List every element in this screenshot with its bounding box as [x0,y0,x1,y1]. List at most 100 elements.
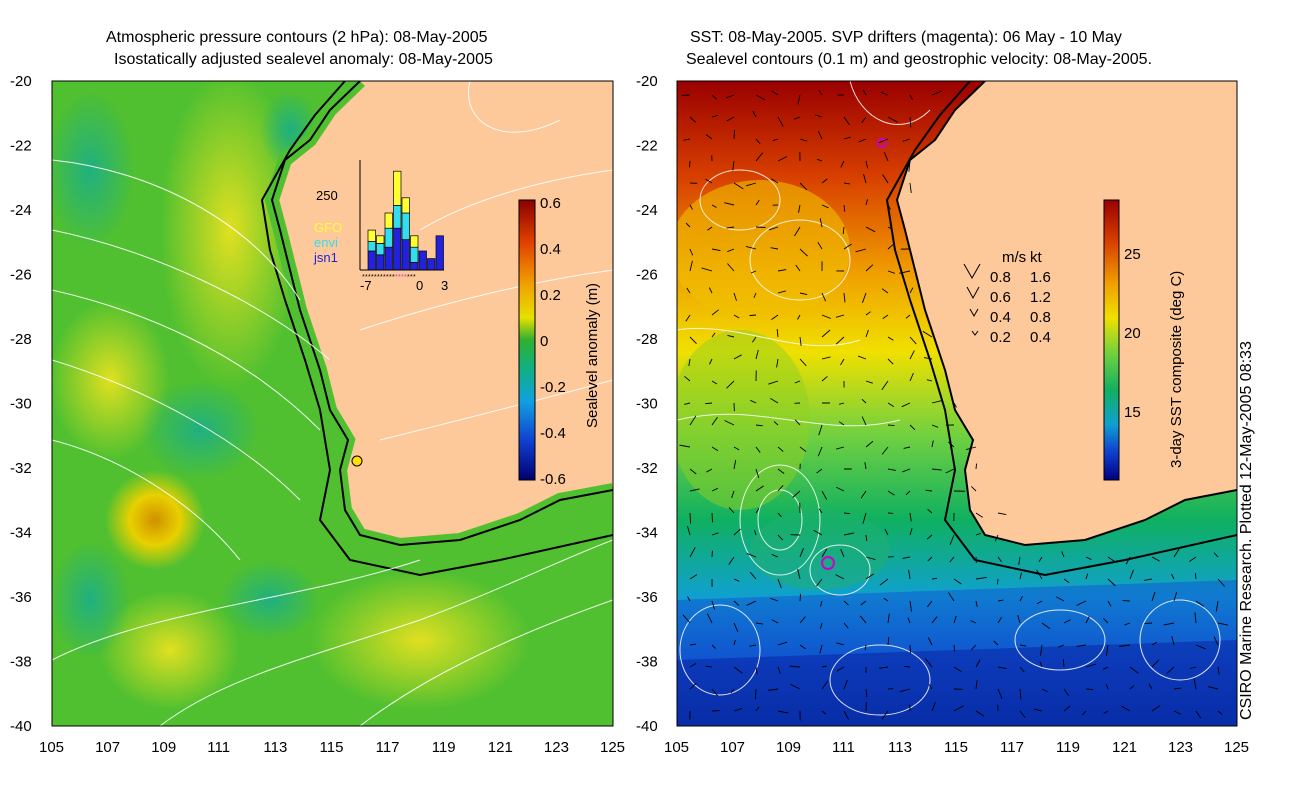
velocity-vector [883,152,889,162]
velocity-vector [887,226,893,231]
velocity-vector [975,710,985,717]
velocity-vector [1076,644,1087,647]
velocity-vector [899,270,911,274]
velocity-vector [1173,547,1181,558]
velocity-vector [1038,556,1043,562]
lon-tick-label: 115 [320,739,344,756]
velocity-vector [864,644,867,651]
lon-tick-label: 111 [207,739,230,756]
velocity-vector [887,402,895,407]
velocity-vector [881,380,889,391]
lat-tick-label: -34 [636,525,658,542]
velocity-vector [799,182,808,191]
right-land [897,81,1237,545]
velocity-vector [1105,644,1109,656]
velocity-vector [1036,600,1043,605]
velocity-vector [927,637,933,646]
velocity-vector [1217,578,1225,587]
velocity-vector [865,199,868,206]
histogram-bar [384,227,393,248]
velocity-vector [860,490,867,499]
velocity-vector [922,330,933,338]
velocity-vector [843,532,855,536]
velocity-vector [901,402,911,408]
histogram-bar [393,170,402,206]
velocity-vector [821,548,828,558]
sst-colorbar-label: 3-day SST composite (deg C) [1168,271,1185,468]
sst-cold-band [677,640,1237,726]
velocity-vector [865,688,868,698]
velocity-vector [949,534,955,545]
velocity-vector [732,160,735,171]
velocity-vector [931,702,936,712]
lat-tick-label: -38 [636,654,658,671]
velocity-vector [887,204,891,210]
histogram-pass-marker: * [410,274,413,281]
sealevel-contours [677,81,1221,716]
sla-tick: -0.4 [540,425,566,442]
sst-colorbar [1103,199,1120,481]
histogram-ymax: 250 [316,188,338,203]
velocity-vector [905,314,911,319]
velocity-vector [925,658,933,668]
velocity-vector [909,600,912,612]
velocity-vector [909,336,917,345]
velocity-vector [681,94,691,96]
velocity-vector [799,358,807,367]
left-map [52,81,613,726]
velocity-vector [706,613,713,624]
histogram-pass-marker: * [383,274,386,281]
velocity-vector [966,446,977,450]
velocity-vector [857,355,867,360]
sst-tick: 15 [1124,404,1141,421]
velocity-vector [879,666,889,669]
velocity-vector [859,615,867,624]
lon-tick-label: 109 [776,739,801,756]
velocity-vector [843,136,851,140]
lat-tick-label: -22 [10,138,32,155]
lon-tick-label: 105 [39,739,64,756]
lat-tick-label: -40 [636,718,658,735]
velocity-vector [1124,622,1131,626]
velocity-vector [1217,666,1220,675]
velocity-vector [1171,636,1175,646]
velocity-vector [931,90,943,96]
sst-colorbar-ticks: 25 20 15 [1124,246,1141,421]
velocity-vector [970,620,977,624]
velocity-vector [836,486,845,492]
velocity-vector [903,446,911,449]
velocity-vector [731,490,735,499]
velocity-vector [835,336,845,345]
velocity-vector [928,684,933,690]
velocity-vector [931,577,938,580]
lat-tick-label: -36 [636,589,658,606]
lat-tick-label: -26 [10,267,32,284]
velocity-vector [711,94,718,100]
velocity-vector [711,332,716,338]
sla-anomaly-patch [140,380,260,480]
lon-tick-label: 105 [664,739,689,756]
velocity-vector [771,619,779,624]
velocity-vector [733,446,740,451]
velocity-vector [838,421,845,426]
velocity-vector [789,665,801,668]
velocity-vector [726,116,735,122]
velocity-vector [708,287,713,294]
velocity-vector [862,512,867,524]
velocity-vector [685,222,691,228]
velocity-vector [953,578,962,585]
velocity-vector [1151,556,1160,562]
lat-tick-label: -36 [10,589,32,606]
sla-anomaly-patch [160,81,300,390]
velocity-vector [727,335,735,338]
velocity-vector [865,534,868,542]
sla-anomaly-patch [100,590,240,710]
velocity-vector [1019,595,1023,602]
velocity-vector [733,639,736,646]
lon-tick-label: 107 [95,739,120,756]
velocity-vector [777,116,784,127]
velocity-vector [711,114,719,118]
histogram-bar [410,262,419,271]
velocity-vector [994,534,999,542]
velocity-vector [1144,622,1153,624]
